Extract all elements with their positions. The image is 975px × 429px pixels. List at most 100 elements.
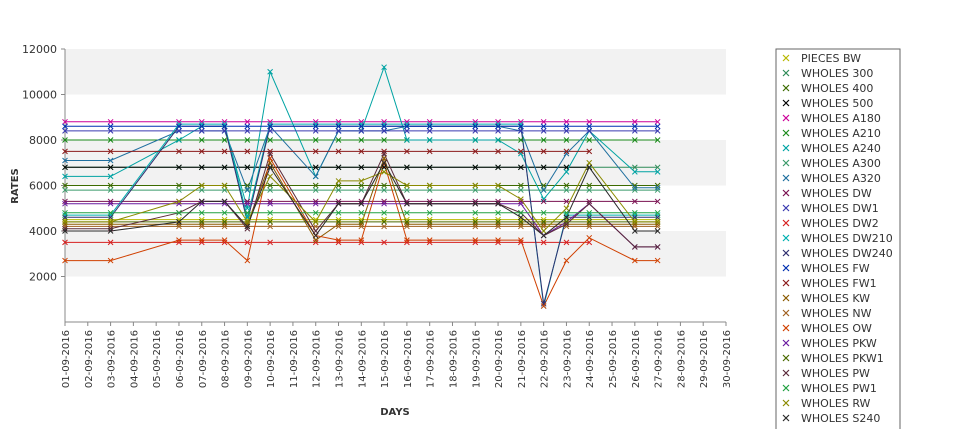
legend-label: WHOLES 400 bbox=[801, 82, 873, 95]
legend-label: WHOLES KW bbox=[801, 292, 870, 305]
data-point bbox=[107, 198, 114, 205]
data-point bbox=[267, 150, 273, 157]
data-point bbox=[312, 182, 319, 189]
data-point bbox=[381, 118, 387, 125]
data-point bbox=[244, 128, 251, 134]
data-point bbox=[631, 228, 638, 234]
data-point bbox=[495, 118, 501, 125]
data-point bbox=[267, 182, 273, 189]
x-tick-label: 02-09-2016 bbox=[84, 330, 95, 388]
legend-marker bbox=[782, 234, 790, 242]
data-point bbox=[540, 223, 547, 230]
data-point bbox=[563, 223, 570, 230]
data-point bbox=[198, 223, 205, 230]
data-point bbox=[404, 219, 410, 225]
data-point bbox=[312, 209, 319, 216]
data-point bbox=[267, 223, 273, 230]
data-point bbox=[426, 221, 433, 228]
legend-marker bbox=[782, 189, 790, 197]
data-point bbox=[563, 123, 570, 130]
data-point bbox=[176, 182, 182, 189]
data-point bbox=[62, 173, 68, 180]
data-point bbox=[563, 216, 570, 223]
data-point bbox=[404, 148, 410, 155]
legend: PIECES BW WHOLES 300 WHOLES 400 WHOLES 500 W… bbox=[775, 48, 901, 429]
data-point bbox=[198, 239, 205, 246]
data-point bbox=[335, 128, 342, 134]
data-point bbox=[335, 164, 342, 171]
x-tick-label: 21-09-2016 bbox=[517, 330, 528, 388]
data-point bbox=[62, 223, 68, 230]
data-point bbox=[335, 148, 342, 155]
data-point bbox=[221, 223, 228, 230]
legend-label: WHOLES PW bbox=[801, 367, 870, 380]
data-point bbox=[381, 159, 387, 166]
x-tick-label: 11-09-2016 bbox=[289, 330, 300, 388]
data-point bbox=[312, 239, 319, 246]
data-point bbox=[381, 123, 387, 130]
x-tick-label: 29-09-2016 bbox=[699, 330, 710, 388]
data-point bbox=[472, 187, 479, 193]
data-point bbox=[176, 219, 182, 225]
data-point bbox=[472, 221, 479, 228]
legend-marker bbox=[782, 159, 790, 167]
data-point bbox=[221, 164, 228, 171]
data-point bbox=[540, 303, 547, 309]
data-point bbox=[654, 123, 661, 130]
legend-marker bbox=[782, 309, 790, 317]
data-point bbox=[176, 239, 182, 246]
grid-band bbox=[65, 276, 726, 322]
data-point bbox=[358, 187, 365, 193]
data-point bbox=[312, 148, 319, 155]
data-point bbox=[221, 121, 228, 127]
data-point bbox=[176, 237, 182, 243]
y-tick-label: 2000 bbox=[29, 271, 57, 284]
data-point bbox=[631, 216, 638, 223]
y-tick-label: 6000 bbox=[29, 180, 57, 193]
data-point bbox=[107, 216, 114, 223]
data-point bbox=[198, 216, 205, 223]
data-point bbox=[495, 216, 501, 223]
data-point bbox=[335, 219, 342, 225]
x-tick-label: 12-09-2016 bbox=[312, 330, 323, 388]
data-point bbox=[426, 137, 433, 143]
data-point bbox=[404, 200, 410, 207]
data-point bbox=[381, 223, 387, 230]
data-point bbox=[540, 128, 547, 134]
data-point bbox=[563, 212, 570, 218]
data-point bbox=[198, 219, 205, 225]
data-point bbox=[62, 198, 68, 205]
data-point bbox=[381, 150, 387, 157]
data-point bbox=[586, 216, 593, 223]
data-point bbox=[381, 216, 387, 223]
data-point bbox=[221, 209, 228, 216]
legend-label: WHOLES A180 bbox=[801, 112, 881, 125]
y-ticks: 2000 4000 6000 8000 10000 12000 bbox=[22, 43, 65, 284]
data-point bbox=[176, 164, 182, 171]
data-point bbox=[495, 221, 501, 228]
data-point bbox=[472, 123, 479, 130]
data-point bbox=[335, 223, 342, 230]
data-point bbox=[244, 219, 251, 225]
data-point bbox=[62, 257, 68, 264]
data-point bbox=[404, 239, 410, 246]
data-point bbox=[221, 239, 228, 246]
x-tick-label: 25-09-2016 bbox=[608, 330, 619, 388]
data-point bbox=[563, 118, 570, 125]
data-point bbox=[221, 200, 228, 207]
data-point bbox=[426, 237, 433, 243]
data-point bbox=[426, 121, 433, 127]
legend-marker bbox=[782, 69, 790, 77]
data-point bbox=[404, 128, 410, 134]
data-point bbox=[244, 187, 251, 193]
data-point bbox=[631, 209, 638, 216]
data-point bbox=[631, 187, 638, 193]
data-point bbox=[358, 223, 365, 230]
data-point bbox=[221, 148, 228, 155]
x-tick-label: 04-09-2016 bbox=[129, 330, 140, 388]
data-point bbox=[404, 182, 410, 189]
data-point bbox=[654, 198, 661, 205]
data-point bbox=[518, 137, 524, 143]
x-tick-label: 13-09-2016 bbox=[335, 330, 346, 388]
data-point bbox=[563, 209, 570, 216]
